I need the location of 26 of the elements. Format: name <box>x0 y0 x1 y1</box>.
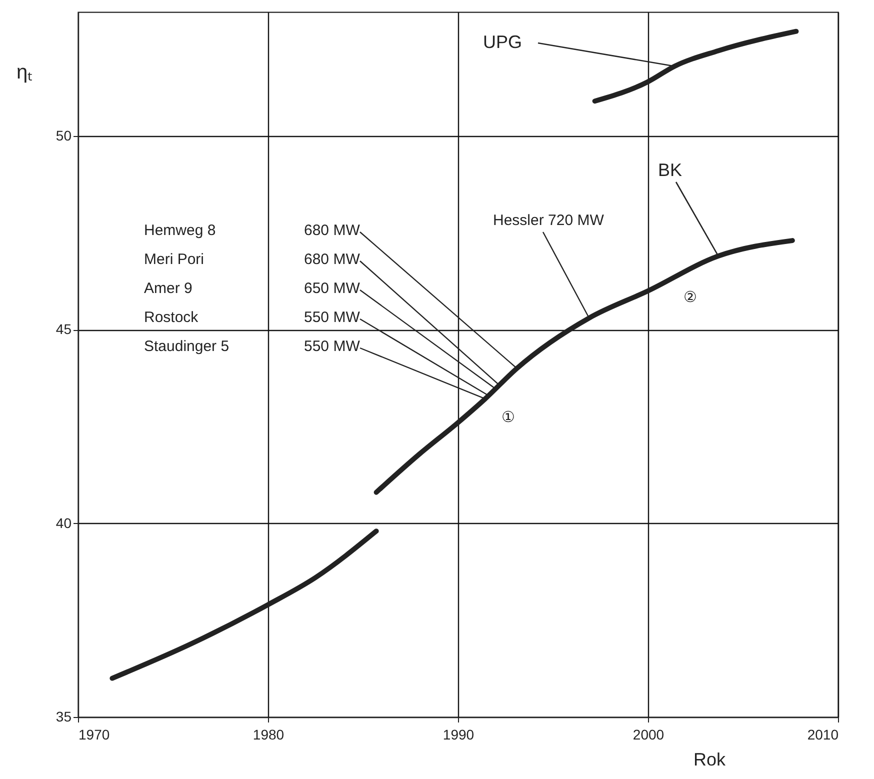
annotation: Amer 9 <box>144 280 192 297</box>
text: BK <box>658 160 682 180</box>
y-tick-label: 35 <box>56 708 72 724</box>
annotation: Rostock <box>144 309 199 326</box>
x-tick-label: 1970 <box>78 726 110 742</box>
x-tick-label: 2010 <box>807 726 839 742</box>
annotation: Staudinger 5 <box>144 338 230 355</box>
annotation: Hessler 720 MW <box>493 212 605 229</box>
annotation: 650 MW <box>304 280 361 297</box>
y-axis-title: ηₜ <box>16 62 33 84</box>
y-tick-label: 45 <box>56 321 72 338</box>
x-tick-label: 1990 <box>442 726 474 742</box>
annotation: 550 MW <box>304 338 361 355</box>
annotation: ① <box>502 409 514 426</box>
y-tick-label: 50 <box>56 127 72 144</box>
annotation: 550 MW <box>304 309 361 326</box>
text: UPG <box>483 32 522 52</box>
annotation: 680 MW <box>304 222 361 239</box>
x-axis-title: Rok <box>693 750 726 770</box>
annotation: 680 MW <box>304 251 361 268</box>
annotation: Hemweg 8 <box>144 222 216 239</box>
x-tick-label: 1980 <box>252 726 284 742</box>
x-tick-label: 2000 <box>632 726 664 742</box>
y-tick-label: 40 <box>56 514 72 531</box>
annotation: Meri Pori <box>144 251 204 268</box>
annotation: ② <box>684 289 696 306</box>
